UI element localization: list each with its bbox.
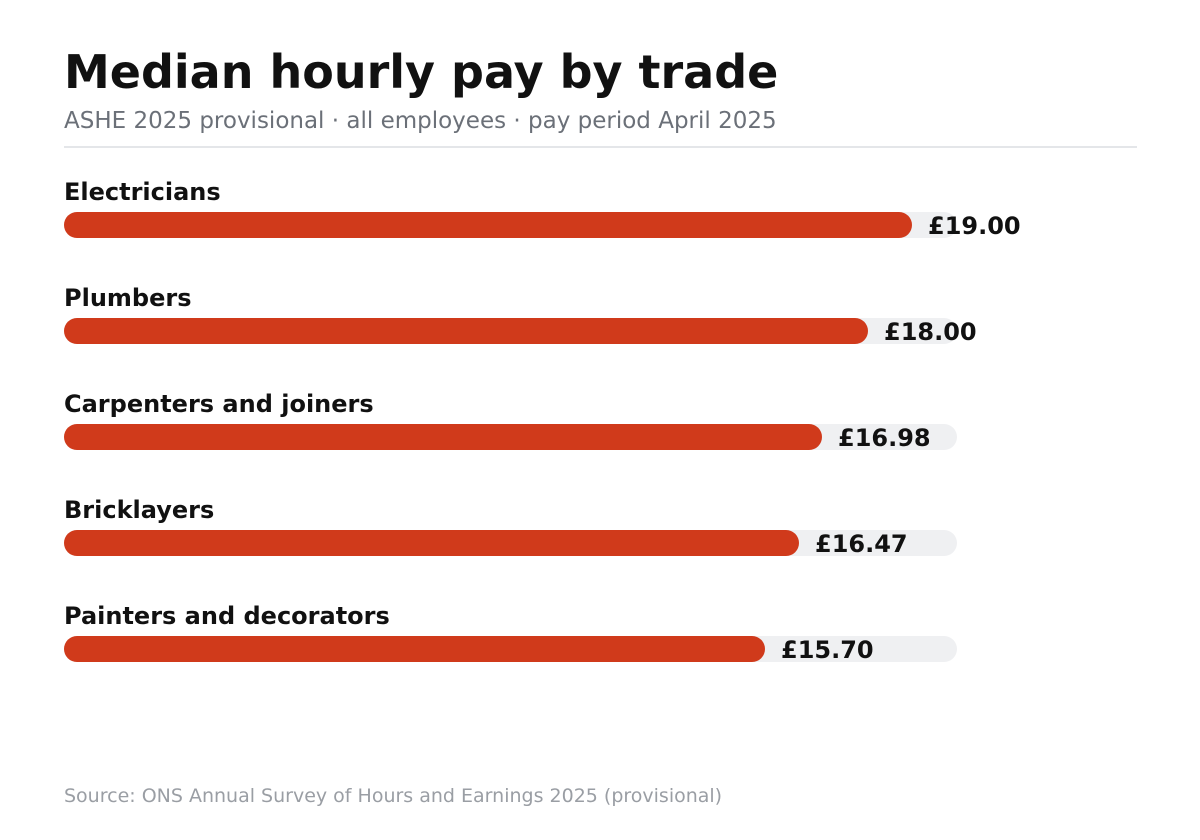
bar-track <box>64 636 957 662</box>
bar <box>64 212 912 238</box>
bar-row: Electricians £19.00 <box>64 176 1137 282</box>
bar-row: Bricklayers £16.47 <box>64 494 1137 600</box>
source-note: Source: ONS Annual Survey of Hours and E… <box>64 785 723 807</box>
bar <box>64 424 822 450</box>
bar <box>64 318 868 344</box>
bar-chart: Electricians £19.00 Plumbers £18.00 Carpente… <box>64 176 1137 706</box>
bar-value-label: £16.47 <box>815 530 908 558</box>
bar-track <box>64 424 957 450</box>
header-divider <box>64 146 1137 148</box>
bar-value-label: £16.98 <box>838 424 931 452</box>
chart-subtitle: ASHE 2025 provisional · all employees · … <box>64 108 777 134</box>
bar-row: Plumbers £18.00 <box>64 282 1137 388</box>
bar-track <box>64 212 957 238</box>
bar-value-label: £18.00 <box>884 318 977 346</box>
bar-category-label: Bricklayers <box>64 496 215 524</box>
bar-category-label: Painters and decorators <box>64 602 390 630</box>
bar <box>64 636 765 662</box>
bar-category-label: Carpenters and joiners <box>64 390 374 418</box>
bar-category-label: Plumbers <box>64 284 192 312</box>
bar-value-label: £15.70 <box>781 636 874 664</box>
bar <box>64 530 799 556</box>
bar-track <box>64 318 957 344</box>
bar-value-label: £19.00 <box>928 212 1021 240</box>
bar-category-label: Electricians <box>64 178 221 206</box>
bar-track <box>64 530 957 556</box>
chart-title: Median hourly pay by trade <box>64 45 779 99</box>
bar-row: Painters and decorators £15.70 <box>64 600 1137 706</box>
bar-row: Carpenters and joiners £16.98 <box>64 388 1137 494</box>
